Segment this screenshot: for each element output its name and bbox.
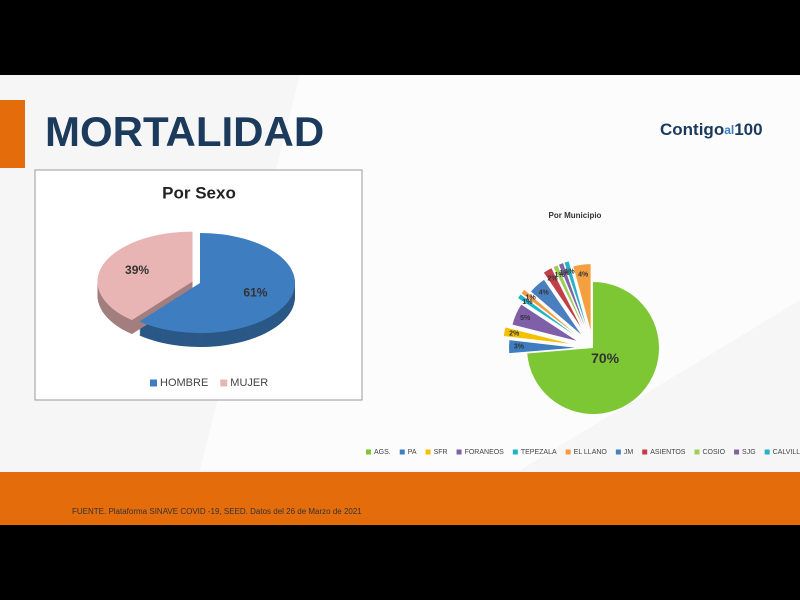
pie-chart: 70%3%2%5%1%1%4%2%1%1%1% 4%AGS. PA SFR FORANE… <box>366 261 800 456</box>
legend-swatch <box>399 449 405 455</box>
source-note: FUENTE. Plataforma SINAVE COVID -19, SEE… <box>72 507 362 516</box>
data-label: 2% <box>509 330 520 337</box>
data-label: 61% <box>243 286 267 300</box>
legend-label: MUJER <box>230 377 268 389</box>
slice <box>503 327 570 344</box>
data-label: 1% <box>522 299 533 306</box>
logo-part: al <box>724 123 734 137</box>
chart-title: Por Municipio <box>549 211 602 220</box>
legend-label: EL LLANO <box>574 449 608 456</box>
legend-label: CALVILLO <box>773 449 800 456</box>
legend-swatch <box>150 379 157 387</box>
slide-title: MORTALIDAD <box>45 108 324 155</box>
slice <box>518 294 574 335</box>
slice <box>512 304 577 341</box>
chart-title: Por Sexo <box>162 183 236 202</box>
legend-swatch <box>694 449 700 455</box>
legend-label: JM <box>624 449 634 456</box>
data-label: 3% <box>514 344 525 351</box>
slice <box>527 282 660 414</box>
footer-band <box>0 472 800 525</box>
legend-label: SJG <box>742 449 756 456</box>
logo: Contigoal100 <box>660 120 763 139</box>
slice <box>97 231 193 321</box>
data-label: 39% <box>125 263 149 277</box>
legend-swatch <box>565 449 571 455</box>
data-label: 4% <box>578 271 589 278</box>
slice <box>553 265 583 327</box>
legend-label: COSIO <box>702 449 725 456</box>
slice <box>543 268 581 328</box>
legend-label: TEPEZALA <box>521 449 557 456</box>
slice <box>531 279 582 335</box>
legend-label: HOMBRE <box>160 377 208 389</box>
legend-label: FORANEOS <box>465 449 505 456</box>
data-label: 1% <box>559 270 570 277</box>
pie-chart: 61% 39% HOMBRE MUJER <box>97 231 296 389</box>
slice <box>573 264 591 331</box>
data-label: 4% <box>539 290 550 297</box>
slice <box>558 263 585 326</box>
legend-swatch <box>456 449 462 455</box>
legend-swatch <box>512 449 518 455</box>
legend-swatch <box>734 449 740 455</box>
slice <box>564 261 586 326</box>
legend-swatch <box>615 449 621 455</box>
legend-swatch <box>366 449 371 455</box>
data-label: 2% <box>548 276 559 283</box>
legend-swatch <box>642 449 648 455</box>
logo-part: 100 <box>734 120 762 139</box>
data-label: 70% <box>591 350 620 366</box>
legend-swatch <box>425 449 431 455</box>
slice <box>509 340 576 354</box>
logo-part: Contigo <box>660 120 724 139</box>
legend-swatch <box>220 379 228 387</box>
legend-swatch <box>764 449 770 455</box>
slice <box>139 233 295 333</box>
data-label: 1% <box>564 268 575 275</box>
slice <box>521 289 575 333</box>
accent-bar <box>0 100 25 168</box>
legend-label: SFR <box>434 449 448 456</box>
legend-label: PA <box>408 449 417 456</box>
data-label: 1% <box>526 295 537 302</box>
data-label: 1% <box>555 272 566 279</box>
legend-label: AGS. <box>374 449 391 456</box>
legend-label: ASIENTOS <box>650 449 686 456</box>
data-label: 5% <box>520 315 531 322</box>
